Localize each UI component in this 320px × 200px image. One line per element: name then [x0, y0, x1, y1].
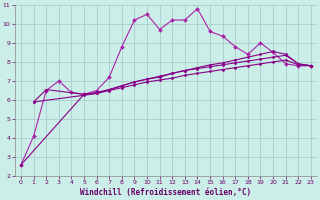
X-axis label: Windchill (Refroidissement éolien,°C): Windchill (Refroidissement éolien,°C)	[80, 188, 252, 197]
